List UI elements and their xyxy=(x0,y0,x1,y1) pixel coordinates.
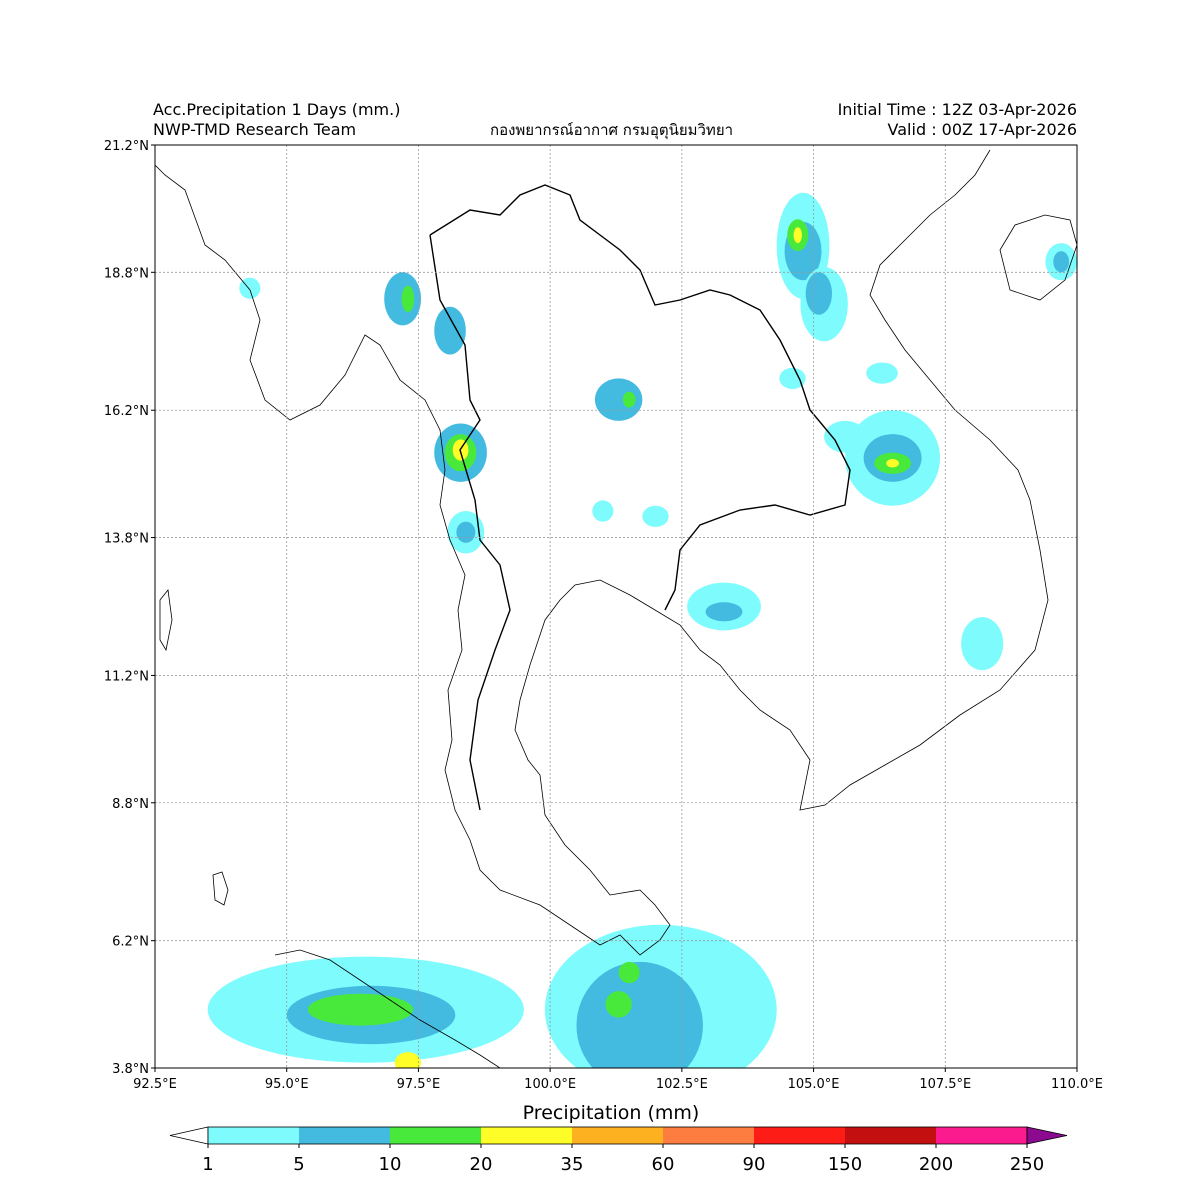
colorbar-swatch xyxy=(936,1127,1027,1144)
colorbar-swatch xyxy=(481,1127,572,1144)
colorbar-label: Precipitation (mm) xyxy=(523,1102,700,1124)
coastline-layer xyxy=(155,149,1077,1068)
rain-area-27 xyxy=(961,617,1004,671)
colorbar-swatch xyxy=(572,1127,663,1144)
colorbar-swatch xyxy=(390,1127,481,1144)
map-header-right: Initial Time : 12Z 03-Apr-2026 Valid : 0… xyxy=(838,100,1077,140)
rain-area-26 xyxy=(705,602,743,622)
rain-area-12 xyxy=(642,505,669,527)
longitude-labels: 92.5°E 95.0°E 97.5°E 100.0°E 102.5°E 105.0°E 1… xyxy=(133,1068,1103,1092)
colorbar-tick-label: 10 xyxy=(379,1154,402,1175)
map-header-left: Acc.Precipitation 1 Days (mm.) NWP-TMD R… xyxy=(153,100,400,140)
lon-tick-label: 110.0°E xyxy=(1051,1077,1103,1092)
map-frame xyxy=(154,144,1078,1069)
lat-tick-label: 18.8°N xyxy=(104,266,149,281)
rain-area-11 xyxy=(592,500,614,522)
lon-tick-label: 97.5°E xyxy=(397,1077,441,1092)
colorbar-min-arrow xyxy=(169,1126,209,1145)
lon-tick-label: 95.0°E xyxy=(265,1077,309,1092)
colorbar-tick-label: 60 xyxy=(652,1154,675,1175)
lat-tick-label: 13.8°N xyxy=(104,532,149,547)
colorbar-swatch xyxy=(208,1127,299,1144)
rain-area-30 xyxy=(824,420,867,453)
rain-layer xyxy=(207,192,1077,1068)
lat-tick-label: 21.2°N xyxy=(104,139,149,154)
rain-area-18 xyxy=(805,272,833,315)
colorbar-tick-label: 90 xyxy=(743,1154,766,1175)
colorbar xyxy=(169,1126,1068,1145)
rain-area-33 xyxy=(307,993,414,1026)
colorbar-tick-label: 200 xyxy=(919,1154,953,1175)
lat-tick-label: 6.2°N xyxy=(112,935,149,950)
rain-area-28 xyxy=(866,362,898,384)
rain-area-9 xyxy=(594,378,643,421)
grid-layer xyxy=(154,144,1078,1069)
colorbar-tick-label: 5 xyxy=(293,1154,304,1175)
colorbar-tick-label: 250 xyxy=(1010,1154,1044,1175)
rain-area-37 xyxy=(605,991,632,1018)
rain-area-3 xyxy=(434,306,466,355)
rain-area-16 xyxy=(793,227,802,244)
colorbar-swatch xyxy=(845,1127,936,1144)
map-title: Acc.Precipitation 1 Days (mm.) xyxy=(153,100,401,119)
latitude-labels: 21.2°N 18.8°N 16.2°N 13.8°N 11.2°N 8.8°N 6.2°N… xyxy=(104,139,155,1077)
lat-tick-label: 11.2°N xyxy=(104,669,149,684)
lon-tick-label: 107.5°E xyxy=(919,1077,971,1092)
colorbar-tick-labels: 1 5 10 20 35 60 90 150 200 250 xyxy=(202,1144,1044,1175)
colorbar-tick-label: 150 xyxy=(828,1154,862,1175)
rain-area-34 xyxy=(394,1052,422,1068)
rain-area-2 xyxy=(401,285,415,313)
lat-tick-label: 16.2°N xyxy=(104,404,149,419)
rain-area-38 xyxy=(618,961,640,984)
national-border xyxy=(429,184,851,811)
rain-area-8 xyxy=(456,521,476,543)
sumatra-coastline xyxy=(274,949,501,1068)
colorbar-swatch xyxy=(754,1127,845,1144)
mainland-coastline xyxy=(155,149,1049,956)
rain-area-24 xyxy=(1053,251,1070,273)
rain-area-10 xyxy=(622,391,636,408)
lon-tick-label: 105.0°E xyxy=(788,1077,840,1092)
agency-name: กองพยากรณ์อากาศ กรมอุตุนิยมวิทยา xyxy=(490,121,734,139)
lon-tick-label: 92.5°E xyxy=(133,1077,177,1092)
andaman-islands xyxy=(159,589,229,906)
lon-tick-label: 100.0°E xyxy=(524,1077,576,1092)
lat-tick-label: 3.8°N xyxy=(112,1062,149,1077)
colorbar-tick-label: 35 xyxy=(561,1154,584,1175)
colorbar-tick-label: 1 xyxy=(202,1154,213,1175)
rain-area-22 xyxy=(886,459,899,468)
lat-tick-label: 8.8°N xyxy=(112,797,149,812)
colorbar-outline xyxy=(207,1126,1028,1145)
valid-time: Valid : 00Z 17-Apr-2026 xyxy=(887,120,1077,139)
team-name: NWP-TMD Research Team xyxy=(153,120,357,139)
initial-time: Initial Time : 12Z 03-Apr-2026 xyxy=(837,100,1077,119)
colorbar-swatch xyxy=(299,1127,390,1144)
rain-area-29 xyxy=(779,367,806,390)
rain-area-36 xyxy=(576,961,703,1068)
lon-tick-label: 102.5°E xyxy=(656,1077,708,1092)
colorbar-max-arrow xyxy=(1026,1126,1068,1145)
hainan-coastline xyxy=(999,214,1077,301)
colorbar-swatch xyxy=(663,1127,754,1144)
colorbar-tick-label: 20 xyxy=(470,1154,493,1175)
